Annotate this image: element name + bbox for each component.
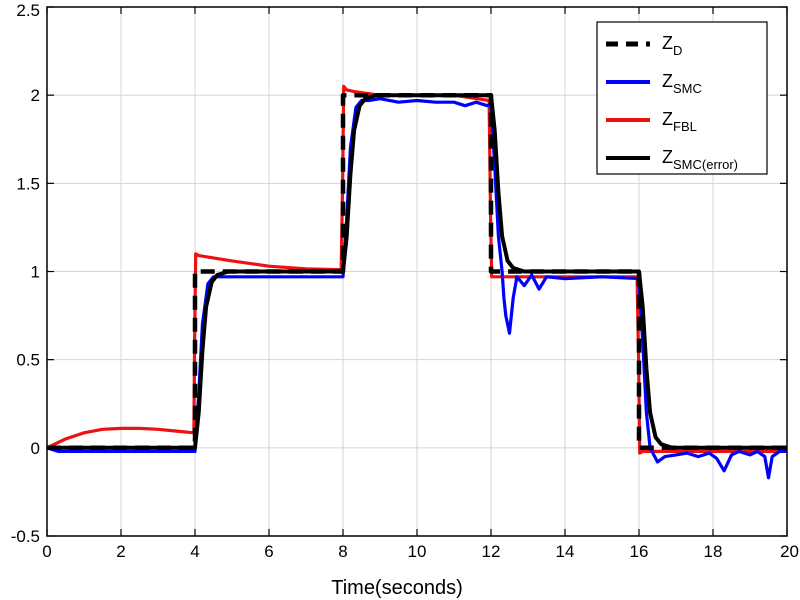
legend-box xyxy=(596,21,768,175)
legend: ZD ZSMC ZFBL ZSMC(error) xyxy=(596,21,768,175)
y-tick-label: 1.5 xyxy=(16,174,40,193)
tick-layer: 0 2 4 6 8 10 12 14 16 18 20-0.500.511.522.5 xyxy=(11,1,799,561)
y-tick-label: 0.5 xyxy=(16,351,40,370)
legend-label: ZFBL xyxy=(662,109,697,134)
x-tick-label: 18 xyxy=(704,542,723,561)
legend-label: ZD xyxy=(662,33,682,58)
x-tick-label: 0 xyxy=(42,542,51,561)
y-tick-label: -0.5 xyxy=(11,527,40,546)
x-tick-label: 8 xyxy=(338,542,347,561)
x-tick-label: 14 xyxy=(556,542,575,561)
x-tick-label: 6 xyxy=(264,542,273,561)
x-tick-label: 10 xyxy=(408,542,427,561)
series-line-z-smc xyxy=(46,97,787,480)
y-tick-label: 2.5 xyxy=(16,1,40,20)
series-line-z-smc-error xyxy=(47,93,787,450)
x-tick-label: 12 xyxy=(482,542,501,561)
y-tick-label: 1 xyxy=(31,263,40,282)
x-tick-label: 20 xyxy=(780,542,799,561)
x-tick-label: 16 xyxy=(630,542,649,561)
x-axis-label: Time(seconds) xyxy=(331,577,463,599)
x-tick-label: 4 xyxy=(190,542,199,561)
y-tick-label: 0 xyxy=(31,439,40,458)
x-tick-label: 2 xyxy=(116,542,125,561)
legend-label: ZSMC xyxy=(662,71,702,96)
series-layer xyxy=(46,84,787,480)
y-tick-label: 2 xyxy=(31,86,40,105)
legend-label: ZSMC(error) xyxy=(662,147,738,172)
